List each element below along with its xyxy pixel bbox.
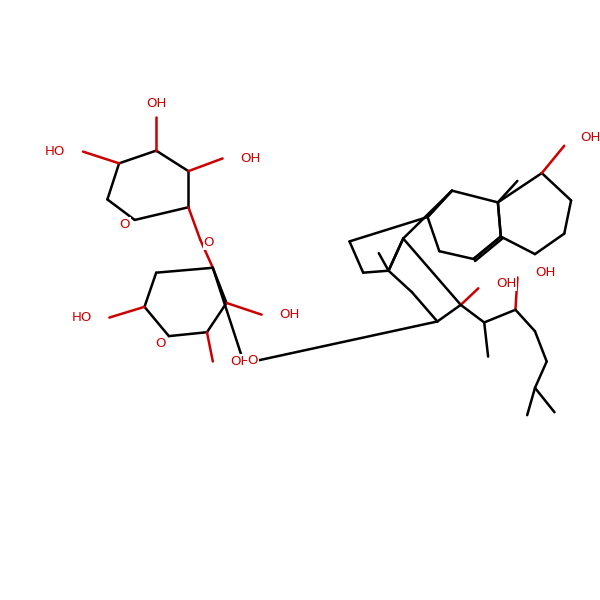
Text: OH: OH [146,97,166,110]
Text: HO: HO [71,311,92,324]
Text: O: O [248,354,258,367]
Text: O: O [155,337,166,350]
Text: OH: OH [535,266,556,279]
Text: OH: OH [230,355,251,368]
Text: OH: OH [496,277,517,290]
Text: OH: OH [279,308,299,321]
Text: OH: OH [580,131,600,145]
Text: HO: HO [45,145,65,158]
Text: O: O [203,236,214,249]
Text: O: O [120,218,130,232]
Text: OH: OH [240,152,260,165]
